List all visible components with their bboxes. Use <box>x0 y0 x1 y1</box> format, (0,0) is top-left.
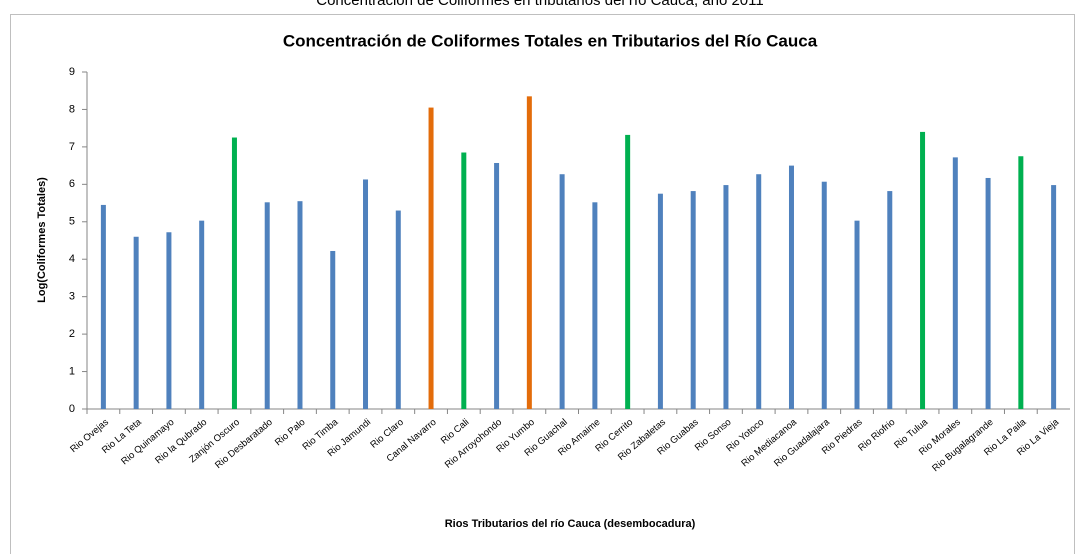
y-tick-label: 0 <box>69 403 75 415</box>
y-tick-label: 5 <box>69 216 75 228</box>
bar <box>690 191 696 409</box>
bar <box>133 236 139 409</box>
bar <box>985 177 991 409</box>
bar <box>526 96 532 409</box>
y-tick-label: 2 <box>69 328 75 340</box>
bar <box>395 210 401 409</box>
y-tick-label: 4 <box>69 253 75 265</box>
bar <box>461 152 467 409</box>
bar <box>592 202 598 409</box>
bar <box>723 185 729 409</box>
y-tick-label: 8 <box>69 103 75 115</box>
bar <box>330 250 336 409</box>
bar <box>756 174 762 409</box>
bar <box>1051 185 1057 409</box>
bar <box>264 202 270 409</box>
bar <box>657 193 663 409</box>
bar <box>1018 156 1024 409</box>
y-tick-label: 7 <box>69 141 75 153</box>
bar <box>363 179 369 409</box>
y-tick-label: 9 <box>69 66 75 78</box>
y-tick-label: 1 <box>69 365 75 377</box>
page-title: Concentración de Coliformes en tributari… <box>316 0 763 9</box>
bar <box>625 134 631 409</box>
bar <box>297 201 303 409</box>
x-axis-label: Rios Tributarios del río Cauca (desemboc… <box>445 518 696 530</box>
bar <box>166 232 172 409</box>
y-tick-label: 6 <box>69 178 75 190</box>
bar <box>821 181 827 409</box>
bar <box>559 174 565 409</box>
bar <box>199 220 205 409</box>
bar <box>494 162 500 409</box>
bar <box>854 220 860 409</box>
bar <box>231 137 237 409</box>
bar <box>887 191 893 409</box>
bar <box>952 157 958 409</box>
bar <box>428 107 434 410</box>
chart-frame <box>10 14 1075 554</box>
y-tick-label: 3 <box>69 291 75 303</box>
y-axis-label: Log(Coliformes Totales) <box>36 177 48 303</box>
bar <box>920 131 926 409</box>
bar <box>100 204 106 409</box>
bar <box>788 165 794 409</box>
chart-title: Concentración de Coliformes Totales en T… <box>283 31 818 50</box>
